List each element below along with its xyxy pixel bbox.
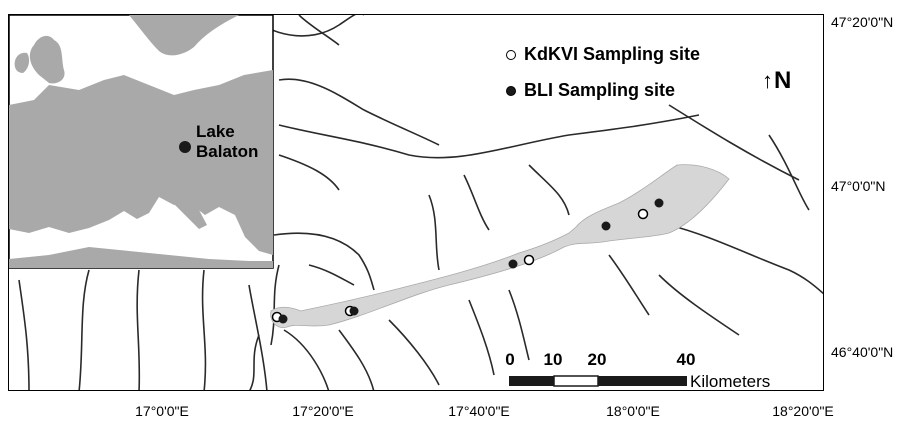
site-bli: [508, 259, 518, 269]
river: [528, 164, 570, 216]
river: [463, 174, 490, 231]
river: [278, 154, 340, 191]
bli-marker-icon: [506, 85, 516, 96]
inset-lake-label: Lake Balaton: [196, 122, 258, 162]
river: [338, 329, 375, 390]
inset-label-line2: Balaton: [196, 142, 259, 161]
scale-tick-label: 10: [543, 350, 563, 369]
river: [78, 269, 90, 390]
river: [508, 289, 530, 361]
inset-lake-balaton-marker: [179, 141, 191, 153]
river: [270, 264, 280, 346]
inset-italy: [154, 165, 207, 229]
longitude-label: 18°0'0"E: [606, 403, 660, 419]
scale-unit-label: Kilometers: [690, 372, 771, 391]
inset-ireland: [14, 52, 30, 73]
legend-item-bli: BLI Sampling site: [506, 80, 675, 101]
river: [18, 279, 30, 390]
inset-label-line1: Lake: [196, 122, 235, 141]
scale-tick-label: 40: [676, 350, 696, 369]
inset-britain: [29, 35, 65, 84]
legend-label-bli: BLI Sampling site: [524, 80, 676, 100]
sampling-sites: [271, 198, 664, 324]
scale-tick-label: 0: [505, 350, 515, 369]
north-arrow-icon: ↑: [762, 68, 773, 93]
latitude-label: 47°20'0"N: [831, 14, 894, 30]
inset-scandinavia: [129, 15, 239, 56]
river: [273, 232, 375, 291]
river: [308, 264, 355, 286]
site-kdkvi: [523, 254, 535, 266]
site-bli: [601, 221, 611, 231]
rivers: [18, 15, 823, 390]
legend-item-kdkvi: KdKVI Sampling site: [506, 44, 700, 65]
north-arrow: ↑ N: [762, 67, 791, 95]
river: [768, 134, 810, 211]
latitude-label: 47°0'0"N: [831, 178, 886, 194]
longitude-label: 17°40'0"E: [448, 403, 510, 419]
lake-balaton: [270, 164, 730, 328]
longitude-label: 18°20'0"E: [772, 403, 834, 419]
river: [608, 254, 650, 316]
river: [668, 104, 800, 181]
latitude-label: 46°40'0"N: [831, 344, 894, 360]
inset-iberia: [27, 161, 99, 220]
river: [136, 269, 141, 390]
river: [668, 224, 823, 295]
north-label: N: [774, 67, 792, 94]
river: [428, 194, 440, 271]
scale-bar: [509, 375, 687, 387]
inset-map: [9, 15, 274, 269]
river: [298, 15, 340, 46]
site-kdkvi: [637, 208, 649, 220]
river: [201, 269, 207, 390]
map-frame: [8, 14, 824, 391]
river: [278, 78, 440, 146]
river: [658, 274, 740, 336]
river: [388, 319, 440, 386]
inset-africa-coast: [9, 247, 273, 268]
river: [283, 329, 330, 390]
longitude-label: 17°20'0"E: [292, 403, 354, 419]
site-bli: [349, 306, 359, 316]
legend-label-kdkvi: KdKVI Sampling site: [524, 44, 701, 64]
site-bli: [278, 314, 288, 324]
map-canvas: [9, 15, 823, 390]
river: [278, 114, 700, 159]
longitude-label: 17°0'0"E: [135, 403, 189, 419]
kdkvi-marker-icon: [506, 49, 516, 60]
river: [468, 299, 495, 376]
river: [249, 334, 260, 390]
scale-tick-label: 20: [587, 350, 607, 369]
site-bli: [654, 198, 664, 208]
